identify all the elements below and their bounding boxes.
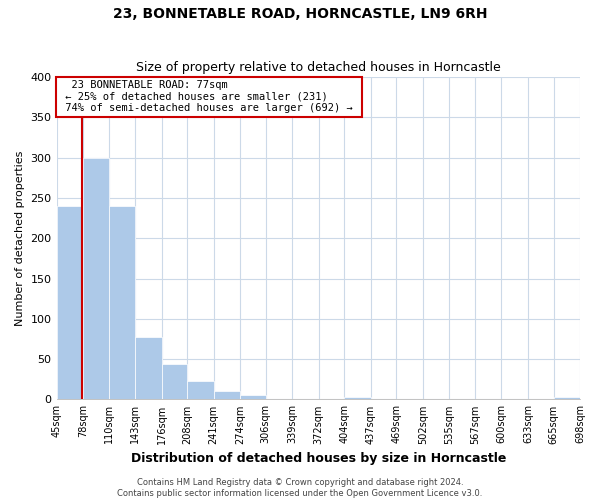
Bar	[109, 206, 135, 400]
Bar	[554, 397, 580, 400]
Bar	[83, 158, 109, 400]
Bar	[240, 396, 266, 400]
Bar	[135, 338, 161, 400]
Bar	[344, 397, 371, 400]
Title: Size of property relative to detached houses in Horncastle: Size of property relative to detached ho…	[136, 62, 500, 74]
Bar	[214, 392, 240, 400]
Text: 23 BONNETABLE ROAD: 77sqm  
 ← 25% of detached houses are smaller (231) 
 74% of: 23 BONNETABLE ROAD: 77sqm ← 25% of detac…	[59, 80, 359, 114]
Y-axis label: Number of detached properties: Number of detached properties	[15, 150, 25, 326]
Text: Contains HM Land Registry data © Crown copyright and database right 2024.
Contai: Contains HM Land Registry data © Crown c…	[118, 478, 482, 498]
X-axis label: Distribution of detached houses by size in Horncastle: Distribution of detached houses by size …	[131, 452, 506, 465]
Bar	[187, 381, 214, 400]
Bar	[161, 364, 187, 400]
Bar	[56, 206, 83, 400]
Text: 23, BONNETABLE ROAD, HORNCASTLE, LN9 6RH: 23, BONNETABLE ROAD, HORNCASTLE, LN9 6RH	[113, 8, 487, 22]
